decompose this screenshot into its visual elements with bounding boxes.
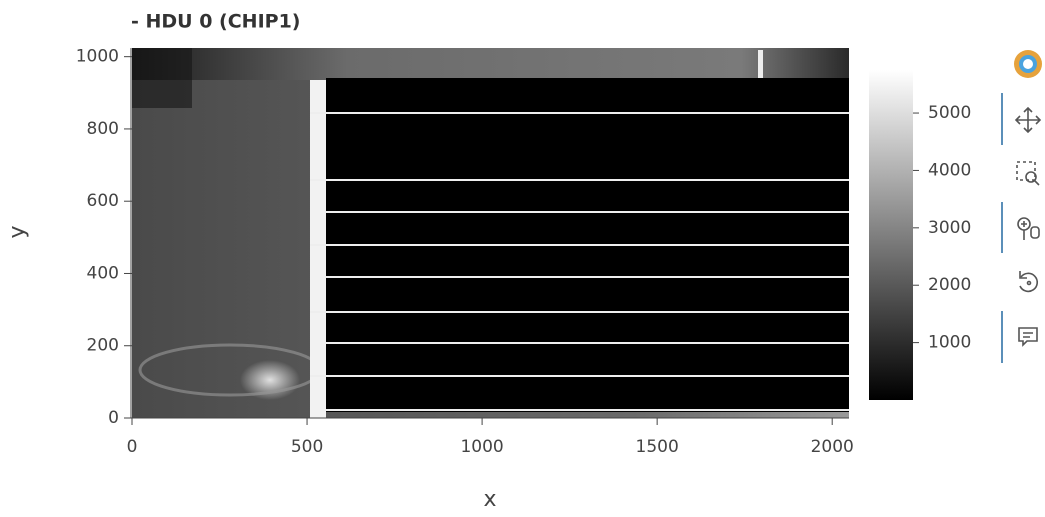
y-tick-label: 1000 — [76, 47, 119, 67]
x-tick-label: 1500 — [636, 437, 679, 457]
x-tick-label: 500 — [291, 437, 323, 457]
y-tick-label: 0 — [108, 408, 119, 428]
pan-tool[interactable] — [1014, 106, 1042, 134]
reset-tool[interactable] — [1019, 271, 1039, 293]
colorbar-tick-label: 3000 — [928, 218, 971, 238]
colorbar-tick-label: 4000 — [928, 160, 971, 180]
colorbar-tick-label: 1000 — [928, 333, 971, 353]
chart-title: - HDU 0 (CHIP1) — [131, 11, 300, 33]
y-tick-label: 800 — [87, 119, 119, 139]
bokeh-logo[interactable] — [1014, 50, 1042, 78]
x-axis-label: x — [483, 487, 496, 512]
wheel-zoom-tool[interactable] — [1017, 217, 1040, 240]
colorbar-tick-label: 2000 — [928, 275, 971, 295]
toolbar — [1001, 50, 1042, 363]
image — [132, 48, 849, 418]
box-zoom-tool[interactable] — [1016, 161, 1040, 186]
colorbar — [869, 70, 913, 400]
y-tick-label: 400 — [87, 263, 119, 283]
colorbar-tick-label: 5000 — [928, 103, 971, 123]
x-tick-label: 0 — [127, 437, 138, 457]
x-tick-label: 1000 — [460, 437, 503, 457]
y-axis-label: y — [5, 225, 30, 238]
hover-tool[interactable] — [1018, 327, 1038, 347]
x-tick-label: 2000 — [811, 437, 854, 457]
y-tick-label: 600 — [87, 191, 119, 211]
y-tick-label: 200 — [87, 336, 119, 356]
